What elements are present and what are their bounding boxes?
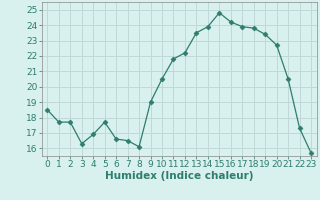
X-axis label: Humidex (Indice chaleur): Humidex (Indice chaleur): [105, 171, 253, 181]
